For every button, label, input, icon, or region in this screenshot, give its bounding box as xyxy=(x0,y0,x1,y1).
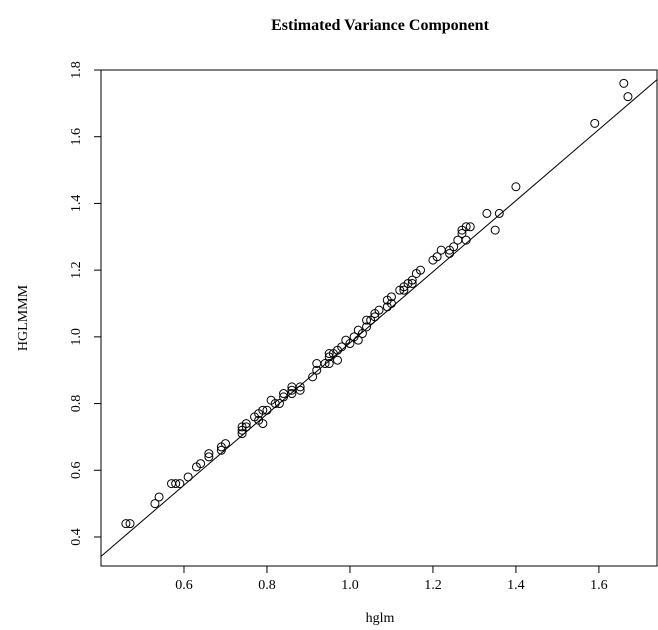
point xyxy=(449,242,459,252)
point xyxy=(370,312,380,322)
point xyxy=(333,355,343,365)
y-tick-label: 1.6 xyxy=(69,128,84,146)
y-tick-label: 1.0 xyxy=(69,328,84,346)
point xyxy=(295,382,305,392)
point xyxy=(465,222,475,232)
point xyxy=(511,182,521,192)
point xyxy=(490,225,500,235)
y-tick-label: 1.2 xyxy=(69,261,84,279)
x-tick-label: 1.2 xyxy=(424,578,442,593)
point xyxy=(345,339,355,349)
point xyxy=(324,349,334,359)
point xyxy=(362,315,372,325)
point xyxy=(171,479,181,489)
y-tick-label: 0.6 xyxy=(69,462,84,480)
y-tick-label: 0.8 xyxy=(69,395,84,413)
point xyxy=(154,492,164,502)
y-tick-label: 1.4 xyxy=(69,195,84,213)
point xyxy=(461,222,471,232)
point xyxy=(274,399,284,409)
point xyxy=(150,499,160,509)
point xyxy=(258,405,268,415)
point xyxy=(590,118,600,128)
x-tick-label: 0.8 xyxy=(258,578,276,593)
fit-line xyxy=(100,79,658,557)
point xyxy=(312,365,322,375)
point xyxy=(623,92,633,102)
point xyxy=(494,208,504,218)
point xyxy=(175,479,185,489)
point xyxy=(220,439,230,449)
point xyxy=(287,389,297,399)
x-axis-label: hglm xyxy=(366,611,395,626)
point xyxy=(241,422,251,432)
x-tick-label: 1.4 xyxy=(507,578,525,593)
x-tick-label: 1.6 xyxy=(590,578,608,593)
point xyxy=(436,245,446,255)
y-tick-label: 1.8 xyxy=(69,61,84,79)
point xyxy=(482,208,492,218)
point xyxy=(204,449,214,459)
point xyxy=(204,452,214,462)
point xyxy=(183,472,193,482)
x-tick-label: 0.6 xyxy=(175,578,193,593)
point xyxy=(407,275,417,285)
point xyxy=(196,459,206,469)
point xyxy=(320,359,330,369)
point xyxy=(407,278,417,288)
point xyxy=(432,252,442,262)
point xyxy=(399,285,409,295)
point xyxy=(237,422,247,432)
point xyxy=(125,519,135,529)
point xyxy=(386,292,396,302)
point xyxy=(258,419,268,429)
chart-title: Estimated Variance Component xyxy=(271,17,489,34)
y-tick-label: 0.4 xyxy=(69,528,84,546)
point xyxy=(237,429,247,439)
x-tick-label: 1.0 xyxy=(341,578,359,593)
point xyxy=(415,265,425,275)
y-axis-label: HGLMMM xyxy=(16,284,31,351)
point xyxy=(121,519,131,529)
point xyxy=(374,305,384,315)
point xyxy=(619,78,629,88)
point xyxy=(457,228,467,238)
point xyxy=(308,372,318,382)
point xyxy=(357,329,367,339)
point xyxy=(362,322,372,332)
